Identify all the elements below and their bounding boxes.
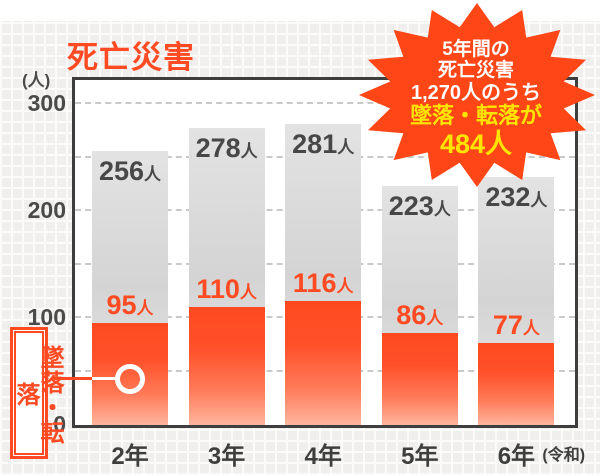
y-tick-300: 300 bbox=[27, 90, 66, 116]
total-value-label: 256人 bbox=[92, 158, 168, 185]
falls-value-label: 116人 bbox=[285, 267, 361, 298]
falls-value-number: 77 bbox=[492, 309, 523, 340]
falls-value-label: 77人 bbox=[478, 309, 554, 340]
starburst-icon bbox=[359, 3, 595, 187]
x-axis-label-text: 6年 bbox=[497, 443, 536, 470]
era-suffix-label: (令和) bbox=[542, 447, 586, 464]
chart-plot-area: 256人 95人 278人 110人 281人 116人 223人 86人 232人 77人 bbox=[72, 77, 578, 428]
falls-value-unit: 人 bbox=[336, 276, 354, 296]
total-value-number: 278 bbox=[195, 132, 241, 163]
x-axis-label-text: 5年 bbox=[401, 443, 439, 470]
falls-value-unit: 人 bbox=[426, 308, 444, 328]
total-bar-6年: 232人 77人 bbox=[478, 176, 555, 425]
total-value-number: 256 bbox=[98, 156, 145, 187]
summary-starburst-badge: 5年間の 死亡災害 1,270人のうち 墜落・転落が 484人 bbox=[356, 0, 596, 196]
badge-line-2: 死亡災害 bbox=[437, 60, 514, 82]
falls-bar-segment-6年 bbox=[478, 342, 555, 425]
total-bar-4年: 281人 116人 bbox=[285, 124, 362, 425]
total-value-unit: 人 bbox=[433, 200, 451, 220]
callout-marker-circle bbox=[115, 364, 145, 394]
x-axis-label-text: 3年 bbox=[207, 443, 246, 470]
gridline-300 bbox=[75, 102, 575, 104]
x-axis-label-2年: 2年 bbox=[60, 436, 200, 471]
falls-value-number: 116 bbox=[292, 267, 337, 298]
x-axis-label-text: 4年 bbox=[304, 443, 342, 470]
falls-bar-segment-5年 bbox=[381, 332, 458, 425]
badge-line-1: 5年間の bbox=[442, 39, 510, 61]
callout-falls-box: 墜落・転落 bbox=[10, 327, 63, 459]
total-value-label: 278人 bbox=[189, 132, 265, 163]
total-value-unit: 人 bbox=[144, 165, 162, 185]
falls-value-label: 95人 bbox=[92, 292, 168, 319]
total-value-label: 223人 bbox=[382, 193, 458, 220]
total-value-label: 281人 bbox=[285, 131, 361, 158]
badge-line-4: 墜落・転落が bbox=[409, 103, 542, 129]
badge-line-3: 1,270人のうち bbox=[410, 81, 542, 104]
badge-line-5: 484人 bbox=[439, 128, 513, 159]
falls-bar-segment-3年 bbox=[188, 307, 265, 425]
total-value-label: 232人 bbox=[478, 181, 554, 212]
falls-value-label: 86人 bbox=[382, 299, 458, 330]
y-tick-200: 200 bbox=[27, 197, 66, 223]
x-axis-label-6年: 6年 (令和) bbox=[446, 436, 586, 471]
total-value-number: 281 bbox=[292, 129, 338, 160]
total-value-unit: 人 bbox=[530, 190, 548, 210]
x-axis-label-text: 2年 bbox=[111, 443, 149, 470]
callout-falls-label: 墜落・転落 bbox=[12, 344, 63, 445]
total-bar-5年: 223人 86人 bbox=[381, 186, 458, 425]
total-value-unit: 人 bbox=[337, 138, 355, 158]
callout-leader-line-overlay bbox=[92, 377, 119, 380]
x-axis-label-5年: 5年 bbox=[350, 436, 490, 471]
falls-value-number: 86 bbox=[396, 299, 427, 330]
total-value-number: 223 bbox=[388, 191, 434, 222]
callout-leader-line bbox=[54, 377, 92, 380]
falls-value-unit: 人 bbox=[239, 283, 257, 303]
falls-bar-segment-4年 bbox=[285, 300, 362, 425]
total-value-unit: 人 bbox=[240, 141, 258, 161]
total-bar-3年: 278人 110人 bbox=[188, 127, 265, 425]
y-tick-100: 100 bbox=[27, 304, 66, 330]
x-axis-label-4年: 4年 bbox=[253, 436, 393, 471]
chart-title: 死亡災害 bbox=[67, 40, 195, 75]
y-axis-unit-label: (人) bbox=[22, 71, 51, 90]
summary-badge-text: 5年間の 死亡災害 1,270人のうち 墜落・転落が 484人 bbox=[356, 0, 596, 196]
x-axis-label-3年: 3年 bbox=[157, 436, 297, 471]
falls-value-unit: 人 bbox=[522, 318, 540, 338]
plot-inner: 256人 95人 278人 110人 281人 116人 223人 86人 232人 77人 bbox=[75, 80, 575, 425]
falls-value-label: 110人 bbox=[189, 276, 265, 303]
y-tick-0: 0 bbox=[53, 411, 66, 437]
falls-value-unit: 人 bbox=[136, 299, 154, 319]
falls-value-number: 110 bbox=[196, 274, 240, 305]
top-margin-band bbox=[0, 0, 600, 21]
falls-value-number: 95 bbox=[106, 290, 137, 321]
total-value-number: 232 bbox=[485, 181, 531, 212]
